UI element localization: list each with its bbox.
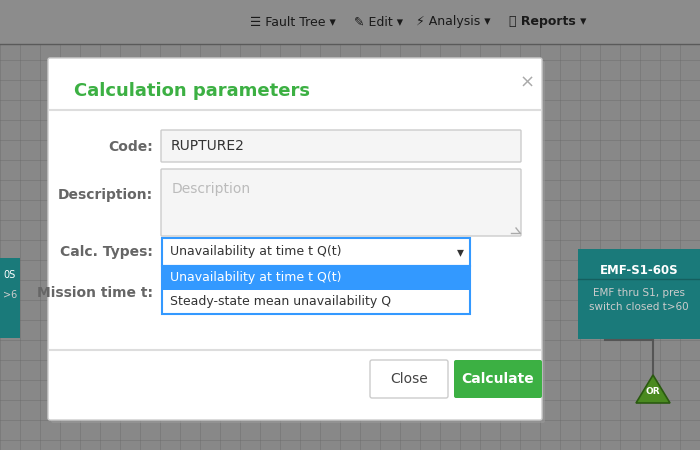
Text: 0S: 0S <box>4 270 16 280</box>
FancyBboxPatch shape <box>51 61 545 423</box>
Text: >6: >6 <box>3 290 18 300</box>
Text: Unavailability at time t Q(t): Unavailability at time t Q(t) <box>170 246 342 258</box>
Text: ×: × <box>519 74 535 92</box>
FancyBboxPatch shape <box>161 130 521 162</box>
FancyBboxPatch shape <box>162 266 470 290</box>
FancyBboxPatch shape <box>454 360 542 398</box>
Text: ▾: ▾ <box>456 245 463 259</box>
Text: Description: Description <box>172 182 251 196</box>
Text: Description:: Description: <box>58 188 153 202</box>
Text: RUPTURE2: RUPTURE2 <box>171 139 245 153</box>
Text: Close: Close <box>390 372 428 386</box>
FancyBboxPatch shape <box>48 58 542 420</box>
Text: Mission time t:: Mission time t: <box>37 286 153 300</box>
Text: ✎ Edit ▾: ✎ Edit ▾ <box>354 15 402 28</box>
Polygon shape <box>636 375 670 403</box>
Text: Calc. Types:: Calc. Types: <box>60 245 153 259</box>
FancyBboxPatch shape <box>370 360 448 398</box>
FancyBboxPatch shape <box>0 258 20 338</box>
Text: Unavailability at time t Q(t): Unavailability at time t Q(t) <box>170 271 342 284</box>
Text: EMF-S1-60S: EMF-S1-60S <box>600 264 678 277</box>
FancyBboxPatch shape <box>162 290 470 314</box>
FancyBboxPatch shape <box>578 249 700 339</box>
Text: Steady-state mean unavailability Q: Steady-state mean unavailability Q <box>170 296 391 309</box>
Text: Code:: Code: <box>108 140 153 154</box>
Text: Calculate: Calculate <box>461 372 534 386</box>
Text: EMF thru S1, pres
switch closed t>60: EMF thru S1, pres switch closed t>60 <box>589 288 689 311</box>
FancyBboxPatch shape <box>0 0 700 44</box>
Text: Ⓐ Reports ▾: Ⓐ Reports ▾ <box>510 15 587 28</box>
Text: ⚡ Analysis ▾: ⚡ Analysis ▾ <box>416 15 490 28</box>
Text: Calculation parameters: Calculation parameters <box>74 82 310 100</box>
Text: OR: OR <box>645 387 660 396</box>
FancyBboxPatch shape <box>161 169 521 236</box>
Text: ☰ Fault Tree ▾: ☰ Fault Tree ▾ <box>250 15 336 28</box>
FancyBboxPatch shape <box>162 238 470 266</box>
